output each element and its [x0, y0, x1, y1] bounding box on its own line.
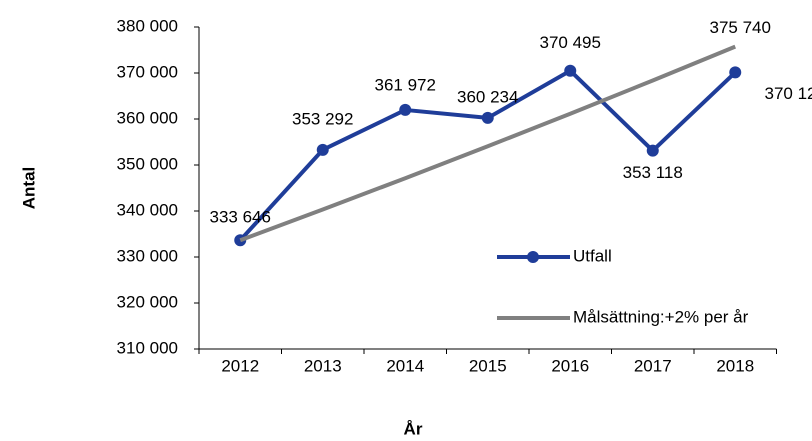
- legend-label: Utfall: [573, 246, 612, 265]
- data-label: 360 234: [457, 87, 518, 106]
- data-label: 353 292: [292, 109, 353, 128]
- legend-label: Målsättning:+2% per år: [573, 307, 749, 326]
- y-tick-label: 340 000: [117, 200, 178, 219]
- point: [316, 143, 329, 156]
- x-tick-label: 2014: [386, 357, 424, 376]
- y-tick-label: 360 000: [117, 108, 178, 127]
- point: [564, 64, 577, 77]
- y-tick-label: 320 000: [117, 292, 178, 311]
- data-label: 375 740: [710, 18, 771, 37]
- x-tick-label: 2016: [551, 357, 589, 376]
- point: [646, 144, 659, 157]
- point: [481, 111, 494, 124]
- data-label: 370 495: [540, 33, 601, 52]
- x-tick-label: 2013: [304, 357, 342, 376]
- x-tick-label: 2017: [634, 357, 672, 376]
- point: [729, 66, 742, 79]
- x-tick-label: 2012: [221, 357, 259, 376]
- x-tick-label: 2015: [469, 357, 507, 376]
- y-tick-label: 330 000: [117, 246, 178, 265]
- y-tick-label: 370 000: [117, 62, 178, 81]
- x-axis-title: År: [404, 419, 423, 438]
- data-label: 370 129: [765, 84, 812, 103]
- point: [399, 103, 412, 116]
- data-label: 361 972: [375, 75, 436, 94]
- y-tick-label: 310 000: [117, 338, 178, 357]
- series-line: [239, 44, 737, 243]
- legend-marker: [527, 251, 539, 263]
- data-label: 333 646: [210, 208, 271, 227]
- y-axis-title: Antal: [19, 167, 38, 210]
- x-tick-label: 2018: [716, 357, 754, 376]
- y-tick-label: 380 000: [117, 16, 178, 35]
- y-tick-label: 350 000: [117, 154, 178, 173]
- data-label: 353 118: [623, 163, 683, 182]
